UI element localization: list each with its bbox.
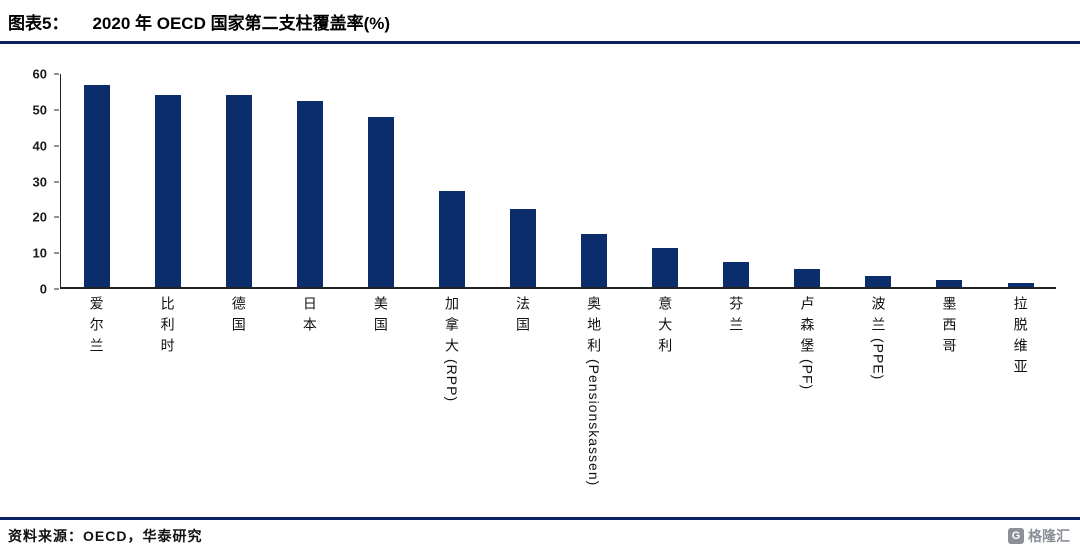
y-axis: 0 10 20 30 40 50 60	[0, 68, 60, 296]
bar-column	[843, 74, 914, 287]
gelonghui-logo: G 格隆汇	[1008, 526, 1070, 546]
bar-column	[559, 74, 630, 287]
x-axis-labels: 爱尔兰 比利时 德国 日本 美国 加拿大(RPP) 法国 奥地利(Pensionskassen…	[61, 289, 1056, 517]
y-axis-tick-label: 0	[39, 281, 47, 297]
x-axis-label: 拉脱维亚	[1012, 296, 1029, 380]
x-axis-label: 加拿大(RPP)	[443, 296, 460, 403]
bar	[581, 233, 608, 287]
y-axis-tick-label: 60	[32, 66, 47, 82]
bar	[83, 84, 110, 287]
bar	[723, 262, 750, 287]
bar-column	[203, 74, 274, 287]
bar	[154, 95, 181, 287]
bar-column	[914, 74, 985, 287]
x-axis-label: 美国	[372, 296, 389, 338]
x-axis-label: 比利时	[159, 296, 176, 359]
x-label-cell: 卢森堡(PF)	[772, 296, 843, 517]
plot-row: 0 10 20 30 40 50 60	[0, 68, 1056, 296]
bar-column	[701, 74, 772, 287]
bar-column	[772, 74, 843, 287]
y-axis-tick-mark	[54, 145, 59, 147]
y-axis-tick-label: 40	[32, 138, 47, 154]
figure-title: 2020 年 OECD 国家第二支柱覆盖率(%)	[92, 14, 391, 33]
figure-label: 图表5：	[8, 14, 69, 33]
gelonghui-logo-icon: G	[1008, 528, 1024, 544]
bar	[296, 100, 323, 287]
bar	[652, 247, 679, 287]
x-axis-label: 芬兰	[728, 296, 745, 338]
x-axis-label: 法国	[515, 296, 532, 338]
gelonghui-logo-text: 格隆汇	[1028, 528, 1070, 544]
x-label-cell: 加拿大(RPP)	[416, 296, 487, 517]
bar-column	[487, 74, 558, 287]
bar-column	[630, 74, 701, 287]
y-axis-tick-label: 30	[32, 174, 47, 189]
y-axis-tick-label: 20	[32, 209, 47, 225]
bar-column	[61, 74, 132, 287]
x-axis-label: 爱尔兰	[88, 296, 105, 359]
x-axis-label: 德国	[230, 296, 247, 338]
figure-header: 图表5： 2020 年 OECD 国家第二支柱覆盖率(%)	[0, 0, 1080, 44]
bar	[510, 208, 536, 287]
x-label-cell: 拉脱维亚	[985, 296, 1056, 517]
x-axis-label: 波兰(PPE)	[870, 296, 887, 381]
bar	[225, 95, 252, 287]
x-label-cell: 法国	[487, 296, 558, 517]
x-label-cell: 日本	[274, 296, 345, 517]
x-axis-label: 奥地利(Pensionskassen)	[586, 296, 603, 487]
bar	[438, 191, 465, 287]
x-label-cell: 德国	[203, 296, 274, 517]
y-axis-tick-mark	[54, 288, 59, 290]
x-label-cell: 美国	[345, 296, 416, 517]
bar-column	[416, 74, 487, 287]
bar-column	[274, 74, 345, 287]
bar-column	[132, 74, 203, 287]
bar	[367, 116, 394, 287]
x-label-cell: 芬兰	[701, 296, 772, 517]
x-axis-label: 意大利	[657, 296, 674, 359]
y-axis-tick-mark	[54, 252, 59, 254]
bar	[794, 269, 821, 287]
y-axis-tick-mark	[54, 109, 59, 111]
x-label-cell: 奥地利(Pensionskassen)	[559, 296, 630, 517]
figure-footer: 资料来源：OECD，华泰研究 G 格隆汇	[0, 517, 1080, 552]
y-axis-tick-mark	[54, 181, 59, 182]
bar-column	[985, 74, 1056, 287]
x-label-cell: 波兰(PPE)	[843, 296, 914, 517]
bar	[936, 279, 963, 287]
x-axis-label: 卢森堡(PF)	[799, 296, 816, 391]
plot-area	[60, 74, 1056, 289]
y-axis-tick-mark	[54, 216, 59, 218]
bar-column	[345, 74, 416, 287]
y-axis-tick-label: 50	[32, 102, 47, 118]
x-label-cell: 比利时	[132, 296, 203, 517]
x-label-cell: 墨西哥	[914, 296, 985, 517]
bar-chart: 0 10 20 30 40 50 60 爱尔兰 比利时 德国 日本 美国 加拿大(RPP) 法国 奥地利(…	[0, 44, 1080, 517]
x-label-cell: 意大利	[630, 296, 701, 517]
source-note: 资料来源：OECD，华泰研究	[8, 528, 203, 544]
x-label-cell: 爱尔兰	[61, 296, 132, 517]
bar	[1007, 283, 1034, 287]
y-axis-tick-mark	[54, 73, 59, 75]
y-axis-tick-label: 10	[32, 245, 47, 261]
x-axis-label: 日本	[301, 296, 318, 338]
bar	[865, 276, 892, 287]
x-axis-label: 墨西哥	[941, 296, 958, 359]
